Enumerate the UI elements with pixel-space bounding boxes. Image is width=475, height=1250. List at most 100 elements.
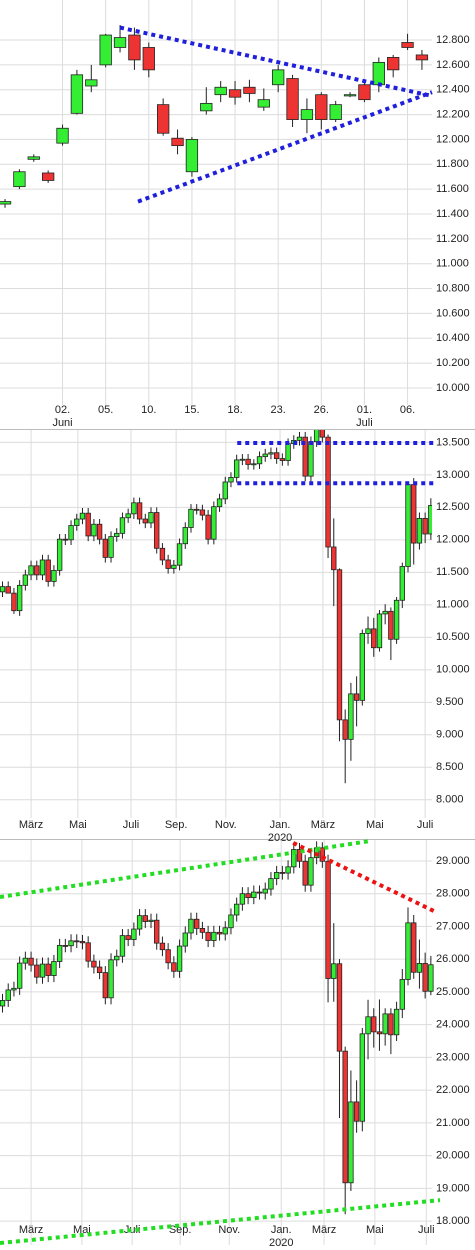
x-sublabel: Juni [52,417,72,429]
candle-body [0,201,12,205]
candle-body [45,963,51,976]
candle-body [245,458,251,465]
candle-body [68,525,74,541]
candle-body [5,586,11,594]
candle-body [233,903,240,916]
candle-body [353,1101,360,1122]
candle-body [62,945,69,947]
candle-body [85,79,98,87]
candle-body [34,565,40,576]
candle-body [233,459,240,478]
candle-body [272,69,285,86]
x-tick-label: 01. [357,404,372,416]
candle-body [319,847,326,862]
y-tick-label: 11.500 [436,566,469,578]
x-tick-label: März [19,819,43,831]
y-tick-label: 11.000 [436,258,469,270]
candle-body [302,860,308,886]
candle-body [142,47,155,71]
candle-body [171,137,184,147]
candle-body [125,513,131,519]
candle-body [205,514,211,540]
candle-body [16,584,23,612]
y-tick-label: 12.500 [436,501,470,513]
candle-body [411,484,417,544]
candle-body [372,61,385,86]
candle-body [5,989,11,1001]
candle-body [325,436,331,548]
candle-body [39,963,46,978]
candle-body [159,547,166,561]
x-tick-label: 10. [141,404,156,416]
candle-body [279,458,286,461]
candle-body [296,849,303,862]
candle-body [34,964,40,978]
candle-body [13,171,26,188]
candle-body [371,1016,377,1033]
candle-body [51,961,57,976]
x-sublabel: 2020 [268,832,292,844]
candle-body [286,78,299,120]
candle-body [154,919,160,944]
candle-body [251,891,257,899]
candle-body [302,436,308,477]
candle-body [308,441,314,477]
candle-body [114,955,120,961]
x-tick-label: 06. [400,404,415,416]
y-tick-label: 25.000 [436,986,470,998]
candle-body [315,94,328,120]
candle-body [329,104,342,120]
candle-body [16,962,23,989]
x-tick-label: Sep. [169,1224,192,1236]
candle-body [205,931,211,941]
y-tick-label: 18.000 [436,1215,470,1227]
candle-body [401,42,414,48]
candle-body [285,866,291,874]
candle-body [194,508,200,511]
y-tick-label: 8.000 [436,794,464,806]
candle-body [148,919,154,922]
y-tick-label: 24.000 [436,1019,470,1031]
y-tick-label: 21.000 [436,1117,470,1129]
x-tick-label: Mai [366,1224,384,1236]
candle-body [382,610,388,615]
candle-body [51,569,57,582]
candle-body [171,962,177,972]
candle-body [273,452,280,459]
candle-body [176,945,183,972]
candle-body [28,565,34,576]
candle-body [185,139,199,173]
candle-body [388,1013,394,1036]
candle-body [285,443,291,461]
x-tick-label: Juli [124,1224,141,1236]
y-tick-label: 11.200 [436,233,469,245]
candle-body [228,914,234,929]
x-tick-label: Mai [73,1224,91,1236]
candle-body [194,918,200,929]
y-tick-label: 28.000 [436,888,470,900]
candle-body [279,872,286,874]
candle-body [422,517,428,535]
candle-body [91,523,97,537]
candle-body [214,86,227,96]
y-tick-label: 12.000 [436,534,470,546]
candle-body [331,546,337,571]
y-tick-label: 29.000 [436,855,470,867]
x-tick-label: März [312,1224,336,1236]
y-tick-label: 9.000 [436,729,464,741]
candle-body [319,430,326,438]
candle-body [273,872,280,880]
grid [0,840,432,1245]
candle-body [353,693,360,701]
y-tick-label: 12.800 [436,34,470,46]
candle-body [131,928,137,940]
candle-body [99,34,112,66]
plot-area [0,841,434,1215]
candle-body [216,931,223,935]
candle-body [251,463,257,466]
candle-body [371,628,377,649]
candle-body [245,893,251,899]
candle-body [142,915,148,922]
